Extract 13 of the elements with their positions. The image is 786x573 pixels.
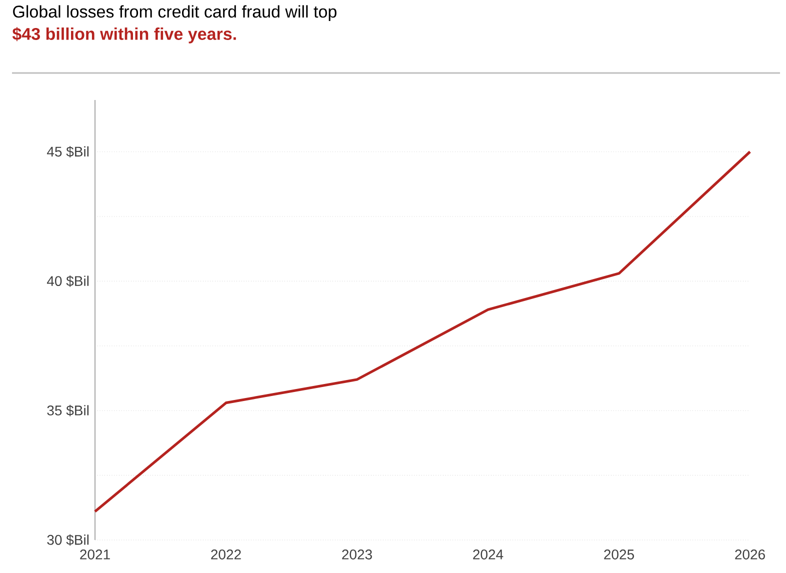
chart-subtitle: $43 billion within five years. xyxy=(12,27,236,44)
x-tick-label: 2024 xyxy=(473,550,504,560)
x-tick-label: 2023 xyxy=(342,550,372,560)
y-tick-label: 45 $Bil xyxy=(46,146,89,158)
x-tick-label: 2021 xyxy=(80,550,110,560)
line-series xyxy=(94,150,752,513)
chart-title: Global losses from credit card fraud will top xyxy=(13,5,336,22)
x-tick-label: 2026 xyxy=(735,550,765,560)
y-tick-label: 35 $Bil xyxy=(47,404,89,416)
x-tick-label: 2025 xyxy=(604,550,634,560)
y-tick-label: 40 $Bil xyxy=(46,276,89,287)
x-tick-label: 2022 xyxy=(211,550,241,560)
y-tick-label: 30 $Bil xyxy=(47,534,89,546)
